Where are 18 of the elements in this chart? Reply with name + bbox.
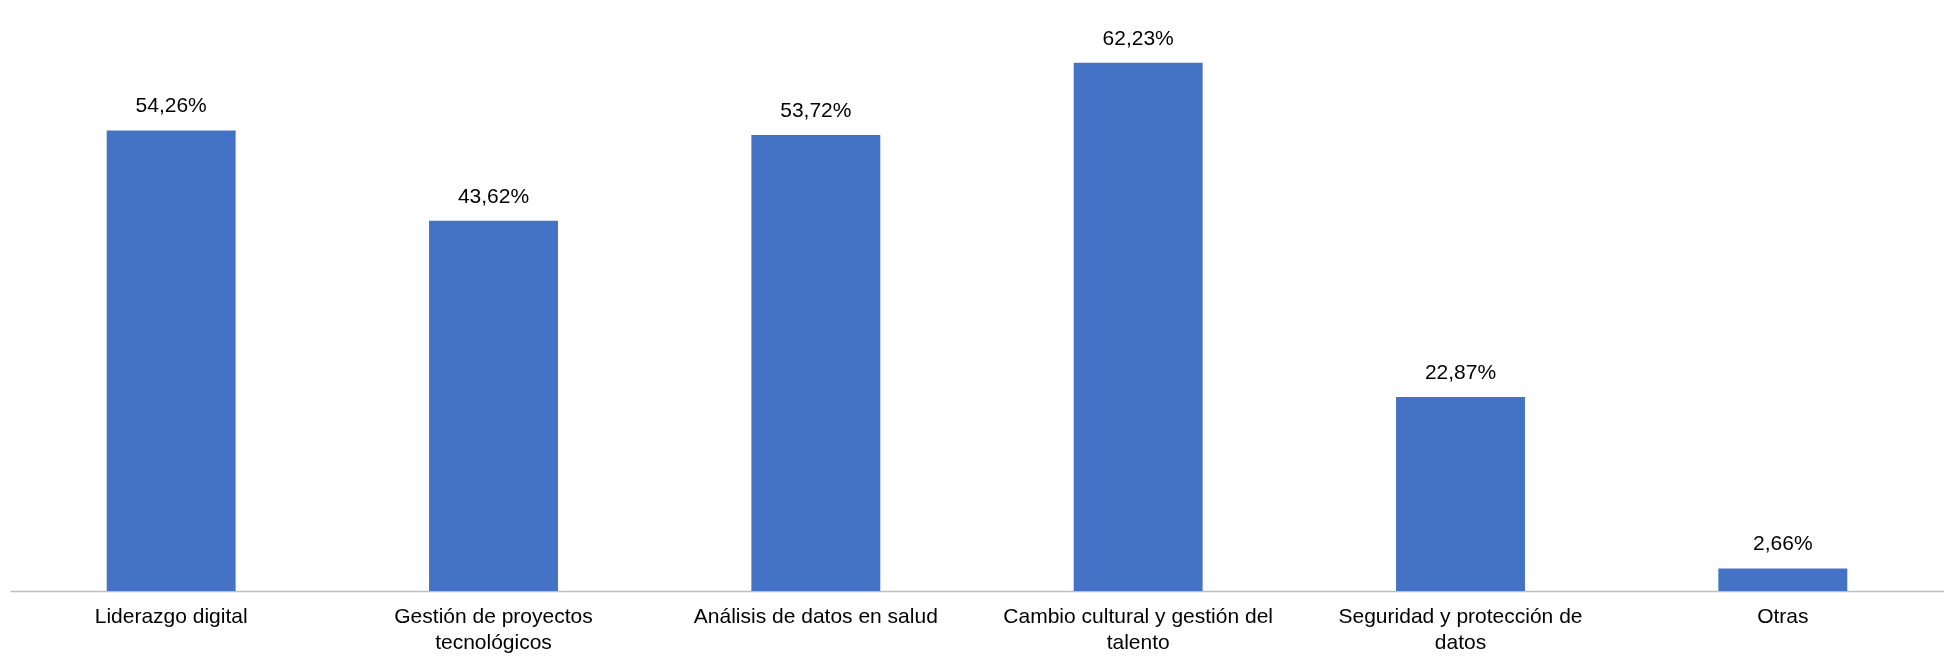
- x-tick-label: Cambio cultural y gestión del talento: [1003, 603, 1273, 653]
- data-label: 2,66%: [1753, 531, 1813, 555]
- data-label: 54,26%: [135, 93, 207, 117]
- x-tick-label: Seguridad y protección de datos: [1338, 603, 1583, 653]
- data-label: 43,62%: [457, 183, 530, 207]
- data-label: 22,87%: [1424, 359, 1497, 383]
- bar: [429, 220, 558, 591]
- bar: [106, 130, 236, 591]
- bar: [751, 135, 881, 591]
- x-tick-label: Otras: [1757, 603, 1809, 627]
- x-tick-label: Liderazgo digital: [94, 603, 248, 627]
- x-tick-label: Análisis de datos en salud: [693, 603, 938, 627]
- x-tick-label: Gestión de proyectos tecnológicos: [394, 603, 593, 653]
- bar: [1073, 62, 1203, 591]
- data-label: 53,72%: [780, 98, 852, 122]
- bar: [1396, 396, 1525, 591]
- data-label: 62,23%: [1102, 25, 1174, 49]
- bar: [1718, 568, 1848, 591]
